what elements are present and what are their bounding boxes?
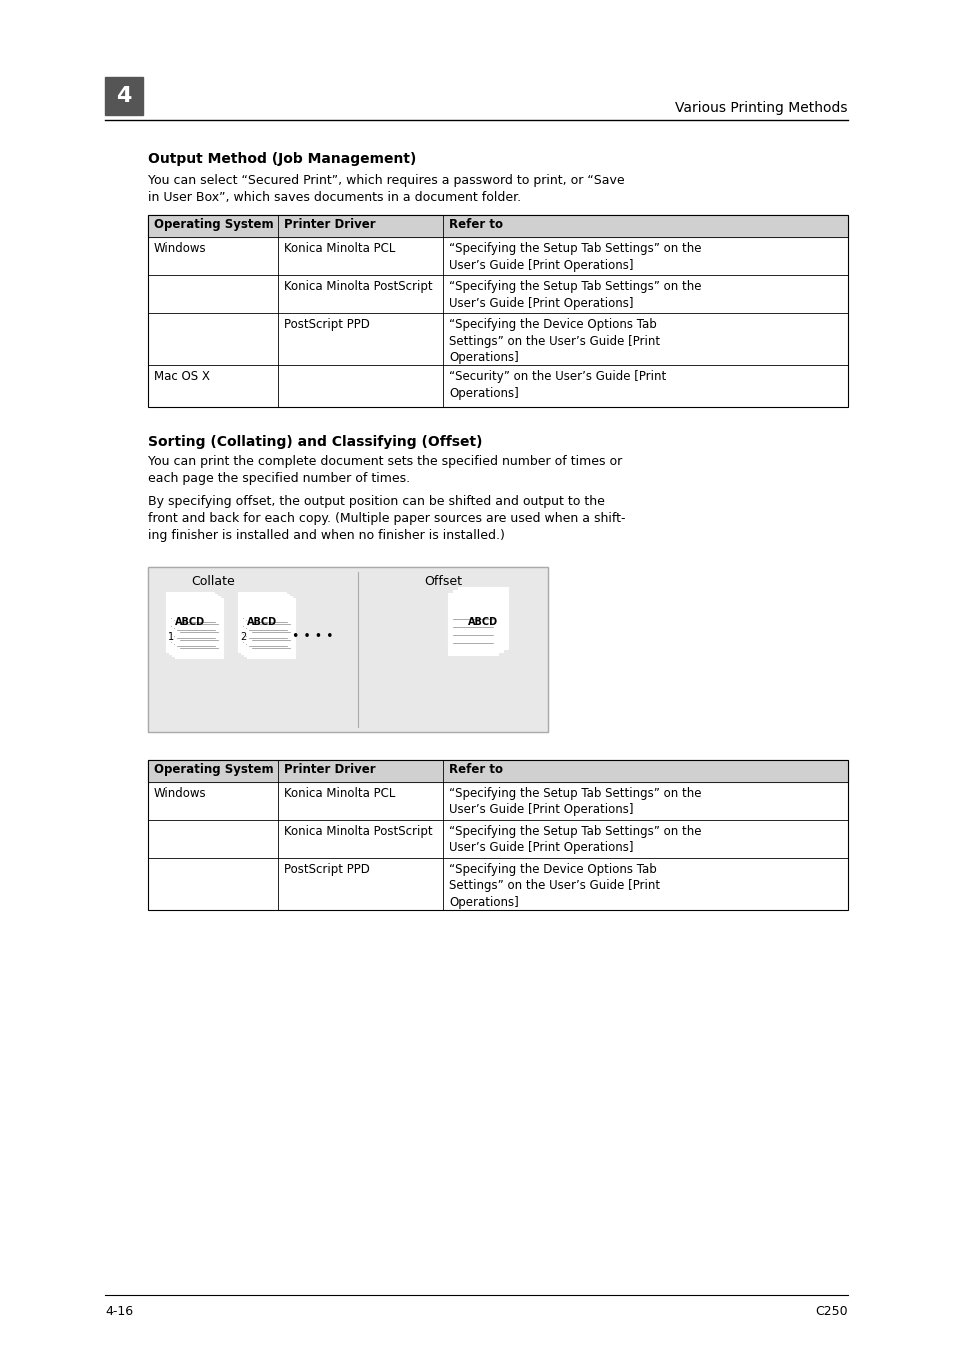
Bar	[241, 594, 289, 654]
Bar	[174, 598, 223, 658]
Text: 4: 4	[116, 86, 132, 105]
Text: Konica Minolta PCL: Konica Minolta PCL	[284, 788, 395, 800]
Text: “Specifying the Device Options Tab
Settings” on the User’s Guide [Print
Operatio: “Specifying the Device Options Tab Setti…	[449, 863, 659, 909]
Bar	[448, 593, 497, 655]
Bar	[148, 215, 847, 236]
Text: “Specifying the Setup Tab Settings” on the
User’s Guide [Print Operations]: “Specifying the Setup Tab Settings” on t…	[449, 242, 700, 272]
Bar	[244, 596, 292, 657]
Text: Konica Minolta PCL: Konica Minolta PCL	[284, 242, 395, 255]
Text: You can select “Secured Print”, which requires a password to print, or “Save
in : You can select “Secured Print”, which re…	[148, 174, 624, 204]
Bar	[237, 592, 286, 653]
Text: Offset: Offset	[423, 576, 461, 588]
Bar	[457, 586, 507, 648]
Text: “Specifying the Setup Tab Settings” on the
User’s Guide [Print Operations]: “Specifying the Setup Tab Settings” on t…	[449, 280, 700, 309]
Bar	[148, 567, 547, 732]
Text: Konica Minolta PostScript: Konica Minolta PostScript	[284, 280, 432, 293]
Bar	[148, 215, 847, 407]
Bar	[172, 596, 220, 657]
Text: PostScript PPD: PostScript PPD	[284, 317, 370, 331]
Text: Various Printing Methods: Various Printing Methods	[675, 101, 847, 115]
Text: “Security” on the User’s Guide [Print
Operations]: “Security” on the User’s Guide [Print Op…	[449, 370, 665, 400]
Text: Sorting (Collating) and Classifying (Offset): Sorting (Collating) and Classifying (Off…	[148, 435, 482, 449]
Text: PostScript PPD: PostScript PPD	[284, 863, 370, 875]
Text: Windows: Windows	[153, 788, 207, 800]
Text: • • • •: • • • •	[292, 631, 334, 643]
Text: Refer to: Refer to	[449, 763, 502, 775]
Bar	[247, 598, 294, 658]
Text: Printer Driver: Printer Driver	[284, 218, 375, 231]
Text: Windows: Windows	[153, 242, 207, 255]
Text: Refer to: Refer to	[449, 218, 502, 231]
Text: Operating System: Operating System	[153, 218, 274, 231]
Bar	[453, 590, 502, 653]
Text: Konica Minolta PostScript: Konica Minolta PostScript	[284, 825, 432, 838]
Bar	[166, 592, 213, 653]
Bar	[148, 761, 847, 911]
Text: ABCD: ABCD	[247, 617, 276, 627]
Text: Printer Driver: Printer Driver	[284, 763, 375, 775]
Text: “Specifying the Setup Tab Settings” on the
User’s Guide [Print Operations]: “Specifying the Setup Tab Settings” on t…	[449, 825, 700, 854]
Bar	[148, 567, 547, 732]
Text: Mac OS X: Mac OS X	[153, 370, 210, 382]
Text: 4-16: 4-16	[105, 1305, 133, 1319]
Text: “Specifying the Setup Tab Settings” on the
User’s Guide [Print Operations]: “Specifying the Setup Tab Settings” on t…	[449, 788, 700, 816]
Text: 1: 1	[168, 632, 174, 642]
Text: ABCD: ABCD	[468, 617, 497, 627]
Text: You can print the complete document sets the specified number of times or
each p: You can print the complete document sets…	[148, 455, 621, 485]
Text: Collate: Collate	[191, 576, 234, 588]
Bar	[169, 594, 216, 654]
Text: By specifying offset, the output position can be shifted and output to the
front: By specifying offset, the output positio…	[148, 494, 625, 542]
Text: C250: C250	[815, 1305, 847, 1319]
Bar	[148, 761, 847, 782]
Text: Operating System: Operating System	[153, 763, 274, 775]
Bar	[105, 77, 143, 115]
Text: “Specifying the Device Options Tab
Settings” on the User’s Guide [Print
Operatio: “Specifying the Device Options Tab Setti…	[449, 317, 659, 363]
Text: Output Method (Job Management): Output Method (Job Management)	[148, 153, 416, 166]
Text: ABCD: ABCD	[174, 617, 205, 627]
Text: 2: 2	[240, 632, 246, 642]
